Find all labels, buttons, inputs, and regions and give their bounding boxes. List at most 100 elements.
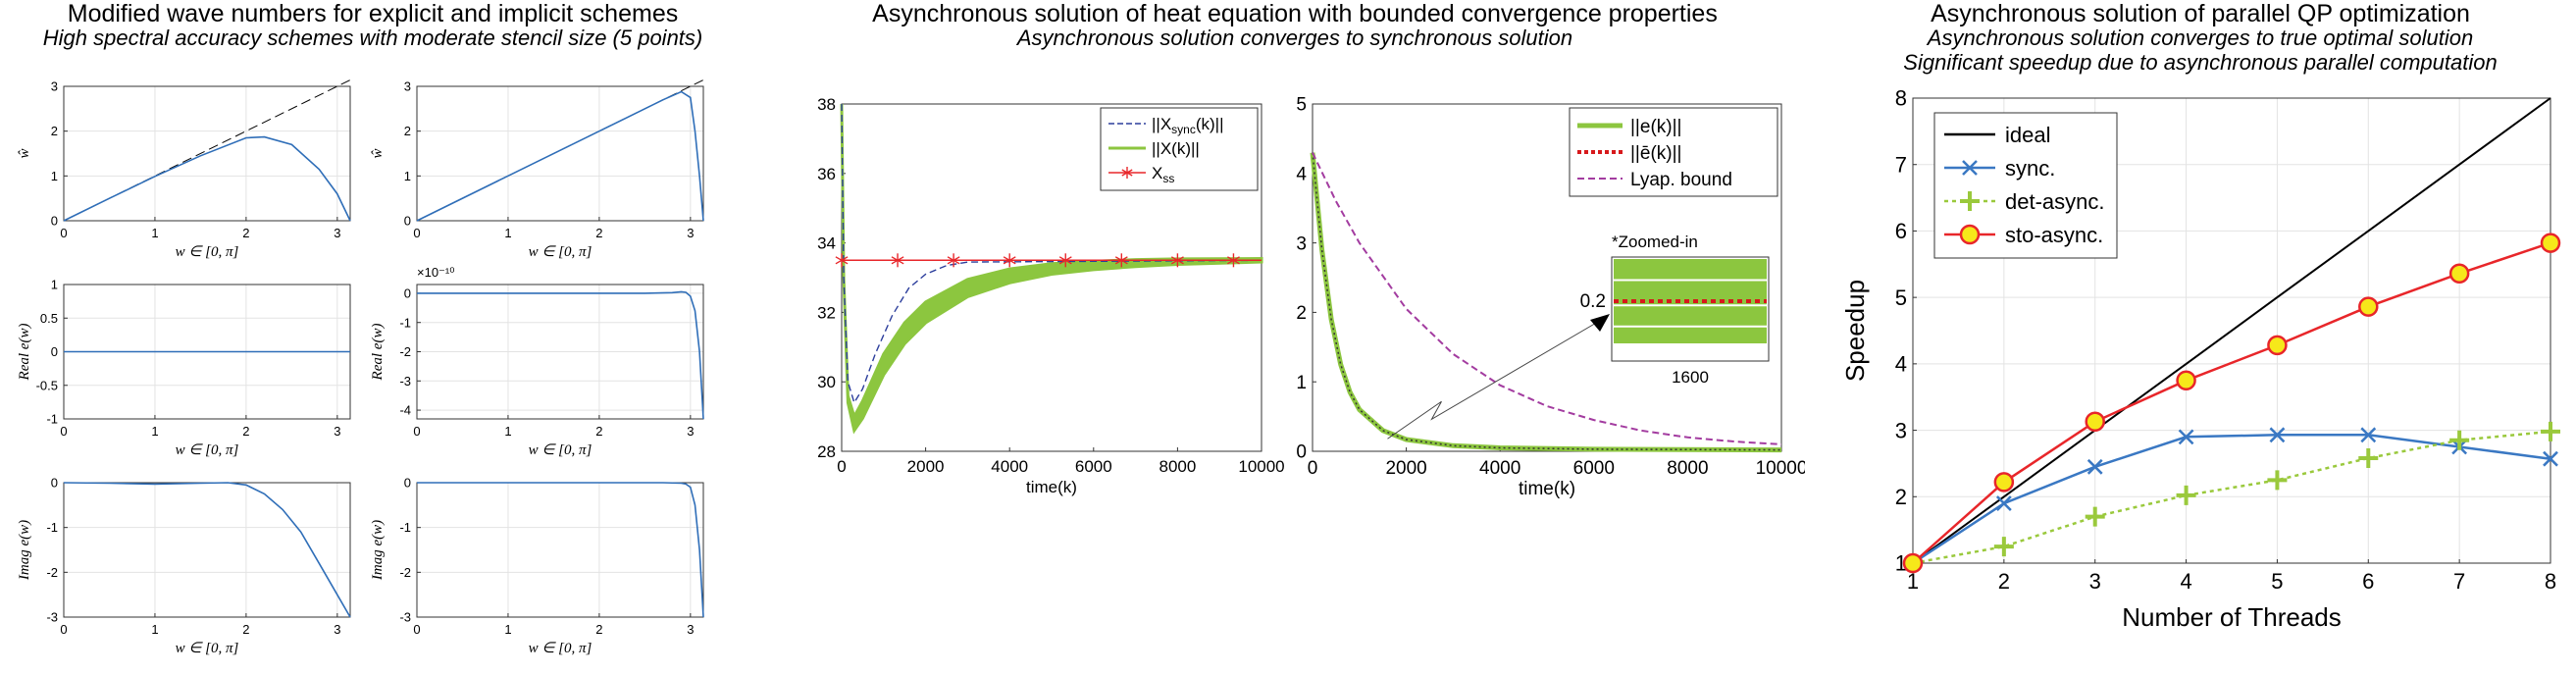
x-marker [2178, 429, 2194, 445]
circle-marker [2085, 411, 2105, 433]
asterisk-marker [891, 253, 904, 268]
circle-marker [2267, 335, 2288, 356]
y-tick-label: 0 [51, 344, 58, 359]
x-tick-label: 1 [1907, 569, 1919, 594]
x-tick-label: 1 [151, 226, 158, 240]
asterisk-marker [947, 253, 960, 268]
y-tick-label: -1 [46, 412, 58, 427]
x-axis-label: w ∈ [0, π] [176, 641, 239, 656]
plot-frame [63, 85, 351, 222]
qp-speedup-chart: 1 2 3 4 5 6 7 8 1 2 3 4 5 6 7 8 Number of Threads Speedup… [1840, 86, 2561, 632]
x-tick-label: 8 [2545, 569, 2556, 594]
plus-marker [2541, 421, 2560, 441]
x-tick-label: 10000 [1238, 457, 1284, 476]
plus-marker [1993, 537, 2014, 557]
y-tick-label: 0 [1296, 442, 1307, 463]
panel-subtitle-2: Significant speedup due to asynchronous … [1903, 50, 2498, 75]
plot-frame [841, 103, 1262, 452]
y-tick-label: 34 [817, 234, 836, 253]
heat-equation-charts: 0 2000 4000 6000 8000 10000283032343638time(k… [817, 95, 1805, 499]
x-tick-label: 0 [1308, 458, 1318, 479]
panel-subtitle: Asynchronous solution converges to true … [1927, 26, 2474, 50]
x-tick-label: 8000 [1159, 457, 1196, 476]
x-marker [2269, 427, 2286, 443]
marker-stroke [1227, 256, 1240, 265]
x-tick-label: 2 [242, 622, 249, 637]
series-line [1912, 241, 2551, 564]
panel-modified-wave-numbers: Modified wave numbers for explicit and i… [0, 0, 746, 674]
asterisk-marker [835, 253, 849, 268]
legend-label: ||ē(k)|| [1630, 143, 1681, 164]
plus-marker [2267, 470, 2288, 491]
marker-stroke [891, 256, 904, 265]
x-axis-label: w ∈ [0, π] [529, 244, 592, 260]
marker-stroke [1114, 256, 1128, 265]
x-tick-label: 4 [2180, 569, 2191, 594]
y-tick-label: 0 [51, 214, 58, 229]
panel-qp-optimization: Asynchronous solution of parallel QP opt… [1825, 0, 2576, 674]
legend-label: det-async. [2005, 189, 2105, 214]
y-tick-label: 1 [51, 169, 58, 183]
y-tick-label: 30 [817, 373, 836, 391]
marker-stroke [1058, 256, 1072, 265]
y-axis-label: Speedup [1840, 280, 1870, 382]
series-line [417, 290, 704, 420]
plot-frame [1912, 97, 2551, 564]
speedup-chart: 1 2 3 4 5 6 7 8 1 2 3 4 5 6 7 8 Number of Threads Speedup… [1840, 86, 2561, 632]
y-tick-label: 1 [404, 169, 411, 183]
circle-marker [2540, 233, 2561, 253]
y-tick-label: 0.5 [40, 311, 58, 326]
legend-label: ||e(k)|| [1630, 117, 1681, 137]
x-tick-label: 0 [413, 226, 420, 240]
x-axis-label: time(k) [1026, 478, 1077, 496]
y-scale-label: ×10⁻¹⁰ [417, 265, 454, 280]
x-marker [2543, 450, 2558, 467]
marker-stroke [947, 256, 960, 265]
y-tick-label: 1 [51, 278, 58, 292]
heat-right-chart: 0 2000 4000 6000 8000 10000 0 1 2 3 4 5 time(k) ||e(k… [1296, 95, 1805, 499]
y-tick-label: -1 [399, 315, 411, 330]
legend-marker [1962, 160, 1978, 176]
legend-label: ideal [2005, 123, 2050, 147]
x-marker [2087, 458, 2103, 475]
panel-subtitle: High spectral accuracy schemes with mode… [42, 26, 703, 50]
y-tick-label: 7 [1895, 152, 1907, 177]
inset-y-tick: 0.2 [1580, 291, 1606, 312]
x-tick-label: 3 [334, 424, 340, 439]
x-tick-label: 2 [242, 424, 249, 439]
panel-subtitle: Asynchronous solution converges to synch… [1016, 26, 1573, 50]
x-tick-label: 3 [687, 226, 694, 240]
y-tick-label: -1 [46, 520, 58, 535]
asterisk-marker [1058, 253, 1072, 268]
y-tick-label: 3 [1895, 418, 1907, 442]
legend-box [1569, 107, 1778, 197]
x-tick-label: 3 [334, 622, 340, 637]
x-tick-label: 6 [2362, 569, 2374, 594]
y-tick-label: 4 [1296, 164, 1307, 184]
inset-arrow [1387, 321, 1599, 440]
legend-marker [1960, 191, 1980, 211]
y-tick-label: 0 [404, 476, 411, 491]
series-line [841, 103, 1262, 405]
y-tick-label: 5 [1895, 285, 1907, 310]
x-tick-label: 2 [595, 622, 602, 637]
circle-marker [1902, 552, 1924, 574]
y-tick-label: 3 [404, 79, 411, 94]
inset-x-tick: 1600 [1672, 368, 1709, 387]
x-tick-label: 10000 [1756, 458, 1805, 479]
series-line [1912, 430, 2551, 565]
x-tick-label: 0 [413, 424, 420, 439]
y-tick-label: -2 [399, 565, 411, 580]
series-line [416, 90, 704, 222]
x-axis-label: w ∈ [0, π] [529, 442, 592, 458]
marker-stroke [1003, 256, 1016, 265]
inset-arrow-head [1590, 314, 1610, 332]
y-tick-label: 32 [817, 303, 836, 322]
x-tick-label: 2000 [907, 457, 945, 476]
legend-marker [1121, 169, 1133, 177]
y-axis-label: Real e(w) [370, 324, 386, 382]
panel-title: Modified wave numbers for explicit and i… [67, 0, 679, 27]
y-tick-label: 1 [1296, 373, 1307, 393]
x-tick-label: 3 [334, 226, 340, 240]
legend: ||e(k)|| ||ē(k)|| Lyap. bound [1569, 107, 1778, 197]
